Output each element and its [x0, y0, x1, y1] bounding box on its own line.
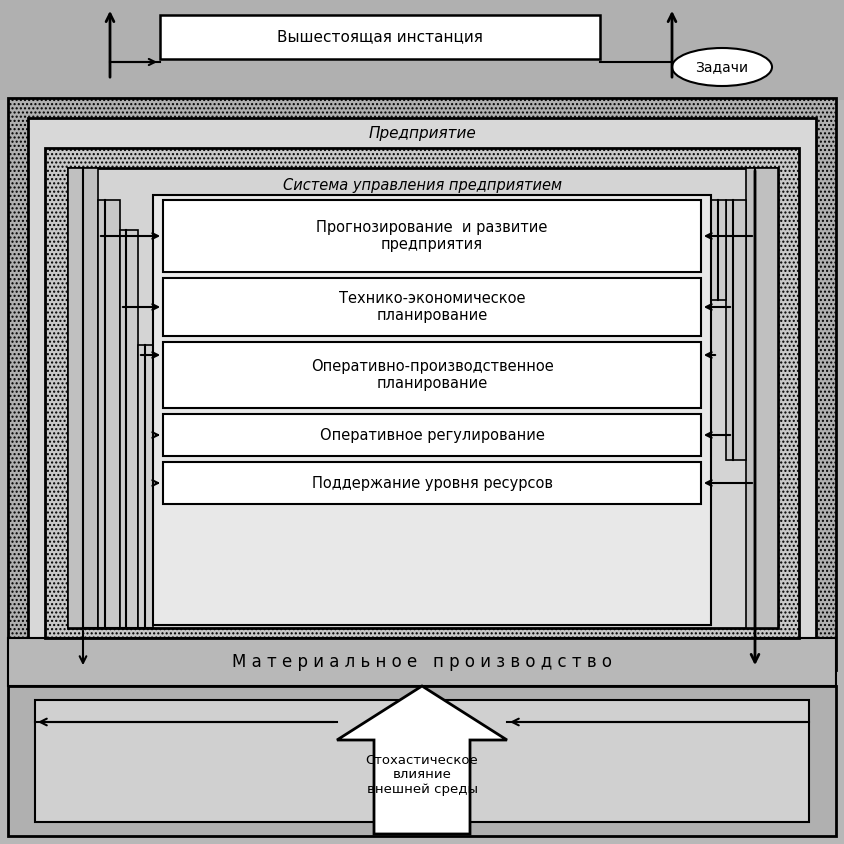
Bar	[8, 98, 836, 670]
Text: Вышестоящая инстанция: Вышестоящая инстанция	[277, 30, 483, 45]
Bar	[0, 0, 844, 100]
Bar	[726, 200, 746, 460]
Polygon shape	[337, 686, 507, 834]
Text: Стохастическое
влияние
внешней среды: Стохастическое влияние внешней среды	[365, 754, 479, 797]
Text: Оперативное регулирование: Оперативное регулирование	[320, 428, 544, 442]
Bar	[28, 118, 816, 650]
Bar	[163, 414, 701, 456]
Bar	[163, 200, 701, 272]
Bar	[45, 148, 799, 638]
Text: Предприятие: Предприятие	[368, 126, 476, 140]
Ellipse shape	[672, 48, 772, 86]
Bar	[153, 195, 711, 625]
Bar	[138, 345, 153, 628]
Bar	[35, 700, 809, 822]
Bar	[710, 200, 726, 300]
Bar	[68, 168, 98, 628]
Text: Оперативно-производственное
планирование: Оперативно-производственное планирование	[311, 359, 554, 392]
Bar	[8, 638, 836, 686]
Text: Поддержание уровня ресурсов: Поддержание уровня ресурсов	[311, 475, 553, 490]
Text: М а т е р и а л ь н о е   п р о и з в о д с т в о: М а т е р и а л ь н о е п р о и з в о д …	[232, 653, 612, 671]
Bar	[8, 686, 836, 836]
Bar	[163, 278, 701, 336]
Bar	[8, 638, 836, 686]
Bar	[98, 200, 120, 628]
Text: Технико-экономическое
планирование: Технико-экономическое планирование	[338, 291, 525, 323]
Text: Прогнозирование  и развитие
предприятия: Прогнозирование и развитие предприятия	[316, 219, 548, 252]
Bar	[160, 15, 600, 59]
Text: Система управления предприятием: Система управления предприятием	[283, 177, 561, 192]
Bar	[163, 342, 701, 408]
Bar	[8, 686, 836, 836]
Bar	[746, 168, 778, 628]
Bar	[120, 230, 138, 628]
Bar	[68, 168, 778, 628]
Bar	[163, 462, 701, 504]
Text: Задачи: Задачи	[695, 60, 749, 74]
